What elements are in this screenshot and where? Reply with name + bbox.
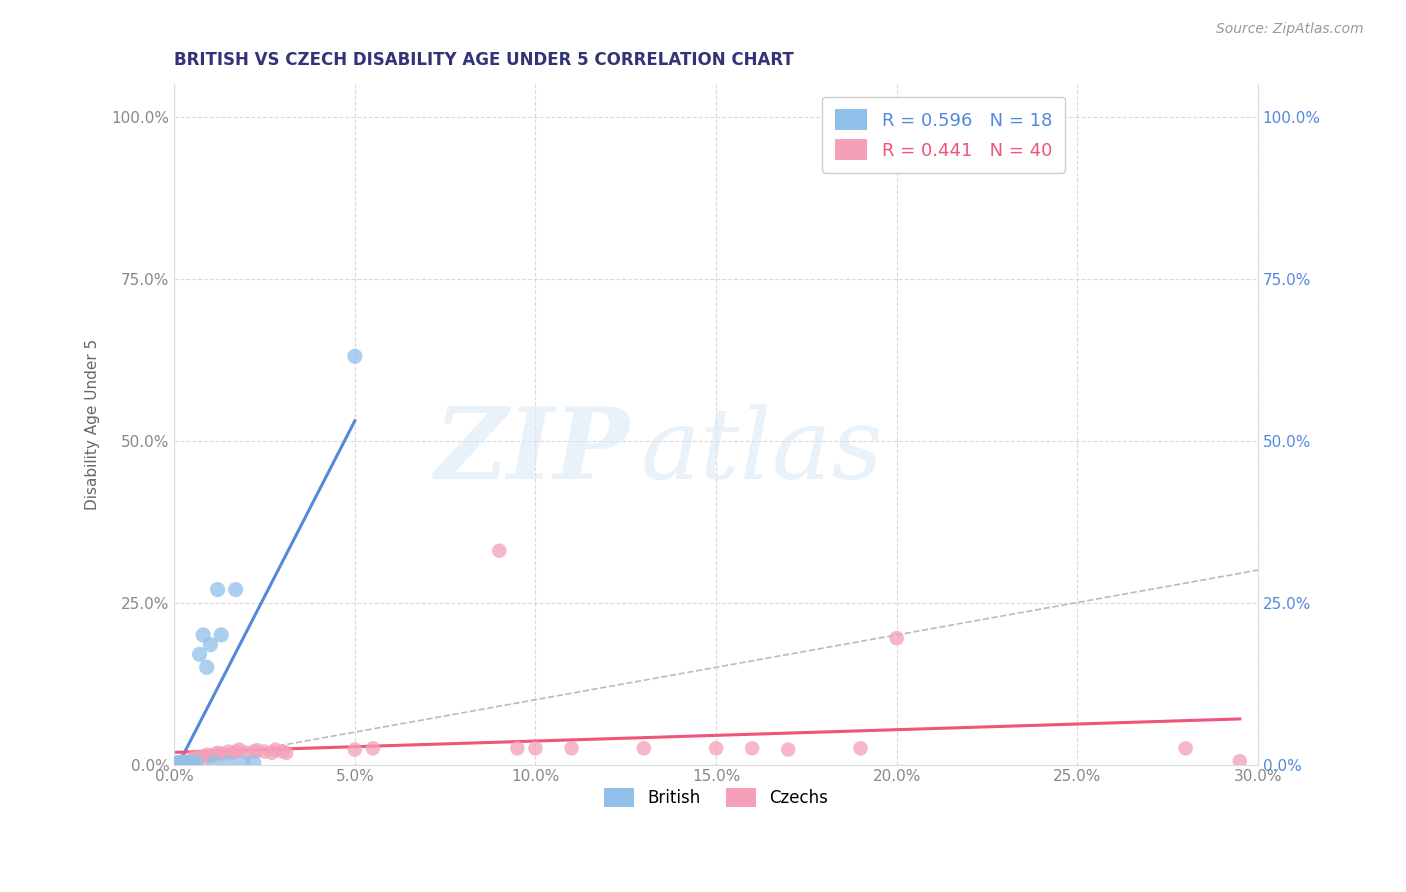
Point bbox=[506, 741, 529, 756]
Point bbox=[778, 742, 800, 756]
Point bbox=[184, 751, 207, 765]
Point bbox=[242, 756, 264, 770]
Point bbox=[741, 741, 763, 756]
Point bbox=[561, 741, 583, 756]
Point bbox=[195, 747, 218, 762]
Point bbox=[704, 741, 727, 756]
Point bbox=[181, 751, 204, 765]
Point bbox=[177, 756, 200, 770]
Point bbox=[246, 743, 269, 757]
Point bbox=[184, 755, 207, 769]
Legend: British, Czechs: British, Czechs bbox=[598, 781, 835, 814]
Point bbox=[188, 749, 211, 764]
Point bbox=[200, 638, 222, 652]
Point bbox=[235, 746, 257, 760]
Point bbox=[170, 755, 193, 769]
Point bbox=[167, 756, 190, 770]
Point bbox=[225, 582, 247, 597]
Point bbox=[193, 628, 215, 642]
Point bbox=[170, 755, 193, 769]
Point bbox=[177, 756, 200, 770]
Point bbox=[849, 741, 872, 756]
Point bbox=[232, 756, 254, 770]
Point bbox=[271, 745, 294, 759]
Point bbox=[524, 741, 547, 756]
Text: BRITISH VS CZECH DISABILITY AGE UNDER 5 CORRELATION CHART: BRITISH VS CZECH DISABILITY AGE UNDER 5 … bbox=[174, 51, 794, 69]
Point bbox=[167, 756, 190, 770]
Point bbox=[221, 747, 243, 761]
Point bbox=[202, 747, 225, 762]
Y-axis label: Disability Age Under 5: Disability Age Under 5 bbox=[86, 339, 100, 510]
Point bbox=[361, 741, 384, 756]
Text: Source: ZipAtlas.com: Source: ZipAtlas.com bbox=[1216, 22, 1364, 37]
Point bbox=[253, 745, 276, 759]
Point bbox=[207, 582, 229, 597]
Point bbox=[225, 745, 247, 759]
Point bbox=[200, 749, 222, 764]
Point bbox=[195, 660, 218, 674]
Point bbox=[188, 648, 211, 662]
Point bbox=[1174, 741, 1197, 756]
Point bbox=[242, 745, 264, 759]
Point bbox=[886, 631, 908, 645]
Point bbox=[202, 756, 225, 770]
Point bbox=[1229, 754, 1251, 768]
Point bbox=[228, 742, 250, 756]
Point bbox=[181, 756, 204, 770]
Point bbox=[181, 755, 204, 769]
Point bbox=[276, 746, 298, 760]
Point bbox=[217, 756, 239, 770]
Point bbox=[264, 742, 287, 756]
Point bbox=[209, 628, 232, 642]
Point bbox=[217, 745, 239, 759]
Text: ZIP: ZIP bbox=[434, 403, 630, 500]
Point bbox=[260, 746, 283, 760]
Point bbox=[633, 741, 655, 756]
Point bbox=[343, 742, 366, 756]
Point bbox=[343, 349, 366, 363]
Point bbox=[174, 756, 197, 770]
Point bbox=[193, 751, 215, 765]
Text: atlas: atlas bbox=[640, 404, 883, 500]
Point bbox=[209, 747, 232, 761]
Point bbox=[174, 756, 197, 771]
Point bbox=[488, 543, 510, 558]
Point bbox=[207, 746, 229, 760]
